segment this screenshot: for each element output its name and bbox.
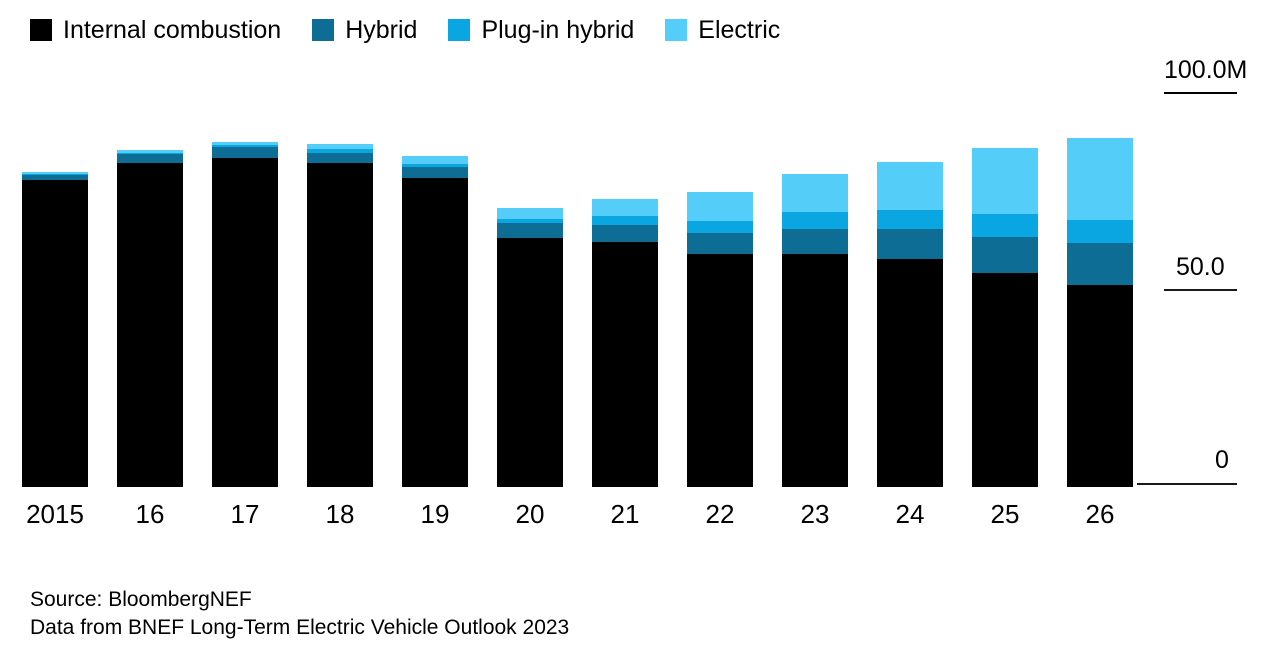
bar-2017	[212, 141, 278, 487]
legend-swatch-electric	[665, 19, 688, 41]
bar-segment-internal-combustion	[592, 241, 658, 487]
x-axis-labels: 2015 16 17 18 19 20 21 22 23 24 25 26	[22, 499, 1136, 529]
bar-segment-electric	[497, 208, 563, 220]
bar-segment-plug-in-hybrid	[307, 148, 373, 153]
bar-segment-electric	[687, 192, 753, 221]
x-axis-label-19: 19	[420, 499, 450, 529]
bar-segment-hybrid	[592, 225, 658, 242]
legend-item-hybrid: Hybrid	[312, 17, 417, 43]
y-axis-tick-label-0: 0	[1215, 446, 1229, 474]
bar-segment-plug-in-hybrid	[402, 163, 468, 168]
bar-2023	[782, 173, 848, 487]
bar-segment-plug-in-hybrid	[782, 211, 848, 229]
x-axis-label-20: 20	[515, 499, 545, 529]
x-axis-label-2015: 2015	[26, 499, 84, 529]
y-axis-tick-line-0	[1137, 483, 1237, 485]
bar-segment-plug-in-hybrid	[877, 210, 943, 229]
bar-segment-hybrid	[22, 174, 88, 181]
legend-label-hybrid: Hybrid	[345, 16, 418, 44]
x-axis-label-26: 26	[1085, 499, 1115, 529]
bar-segment-hybrid	[402, 167, 468, 178]
bar-segment-hybrid	[497, 223, 563, 239]
bar-segment-electric	[1067, 137, 1133, 220]
bar-segment-plug-in-hybrid	[497, 219, 563, 224]
bar-segment-internal-combustion	[1067, 284, 1133, 487]
bar-2022	[687, 192, 753, 487]
bar-segment-hybrid	[307, 152, 373, 164]
bar-segment-electric	[782, 173, 848, 212]
y-axis-tick-line-50	[1164, 289, 1237, 291]
bar-segment-plug-in-hybrid	[687, 220, 753, 233]
x-axis-label-22: 22	[705, 499, 735, 529]
bar-2016	[117, 149, 183, 487]
bar-2015	[22, 172, 88, 487]
bar-segment-electric	[972, 148, 1038, 214]
bar-segment-plug-in-hybrid	[972, 213, 1038, 238]
x-axis-label-21: 21	[610, 499, 640, 529]
legend-item-internal-combustion: Internal combustion	[30, 17, 281, 43]
bar-segment-hybrid	[877, 228, 943, 259]
x-axis-label-18: 18	[325, 499, 355, 529]
legend-swatch-hybrid	[312, 19, 335, 41]
bar-segment-internal-combustion	[497, 238, 563, 487]
legend-item-plug-in-hybrid: Plug-in hybrid	[448, 17, 634, 43]
source-line: Data from BNEF Long-Term Electric Vehicl…	[30, 616, 570, 639]
y-axis-tick-label-50: 50.0	[1176, 253, 1225, 281]
bar-2025	[972, 148, 1038, 487]
bar-segment-hybrid	[972, 237, 1038, 273]
bar-segment-internal-combustion	[22, 180, 88, 487]
bar-segment-plug-in-hybrid	[117, 152, 183, 154]
bar-segment-hybrid	[782, 228, 848, 255]
legend-label-electric: Electric	[698, 16, 781, 44]
bar-segment-electric	[402, 156, 468, 164]
bar-segment-plug-in-hybrid	[22, 173, 88, 175]
bar-segment-electric	[877, 161, 943, 211]
bar-segment-electric	[22, 172, 88, 174]
x-axis-label-24: 24	[895, 499, 925, 529]
bar-2024	[877, 161, 943, 487]
chart-legend: Internal combustion Hybrid Plug-in hybri…	[30, 17, 780, 43]
bar-segment-hybrid	[1067, 242, 1133, 285]
bar-segment-internal-combustion	[687, 254, 753, 487]
bar-segment-electric	[307, 143, 373, 149]
bar-segment-internal-combustion	[402, 177, 468, 487]
bar-segment-hybrid	[117, 153, 183, 164]
bar-segment-electric	[592, 199, 658, 216]
bar-segment-hybrid	[687, 232, 753, 255]
bar-segment-internal-combustion	[212, 158, 278, 487]
bar-segment-internal-combustion	[117, 163, 183, 487]
y-axis-tick-line-100	[1164, 92, 1237, 94]
legend-label-internal-combustion: Internal combustion	[63, 16, 282, 44]
x-axis-label-17: 17	[230, 499, 260, 529]
x-axis-label-16: 16	[135, 499, 165, 529]
legend-item-electric: Electric	[665, 17, 780, 43]
x-axis-label-23: 23	[800, 499, 830, 529]
x-axis-label-25: 25	[990, 499, 1020, 529]
bar-segment-internal-combustion	[877, 258, 943, 487]
bar-segment-plug-in-hybrid	[212, 145, 278, 147]
legend-swatch-internal-combustion	[30, 19, 52, 41]
bar-segment-hybrid	[212, 146, 278, 159]
stacked-bar-plot-area	[22, 93, 1136, 487]
bar-segment-plug-in-hybrid	[592, 215, 658, 225]
source-note: Source: BloombergNEF Data from BNEF Long…	[30, 586, 569, 642]
bar-2019	[402, 156, 468, 487]
bar-2026	[1067, 137, 1133, 487]
bar-segment-internal-combustion	[972, 272, 1038, 487]
bar-2018	[307, 143, 373, 487]
bar-segment-internal-combustion	[307, 163, 373, 487]
legend-label-plug-in-hybrid: Plug-in hybrid	[481, 16, 635, 44]
legend-swatch-plug-in-hybrid	[448, 19, 471, 41]
bar-segment-electric	[117, 149, 183, 153]
source-line: Source: BloombergNEF	[30, 588, 252, 611]
bar-segment-internal-combustion	[782, 254, 848, 487]
y-axis-tick-label-100: 100.0M	[1164, 56, 1248, 84]
bar-2020	[497, 208, 563, 487]
bar-2021	[592, 199, 658, 487]
bar-segment-electric	[212, 141, 278, 146]
bar-segment-plug-in-hybrid	[1067, 219, 1133, 243]
